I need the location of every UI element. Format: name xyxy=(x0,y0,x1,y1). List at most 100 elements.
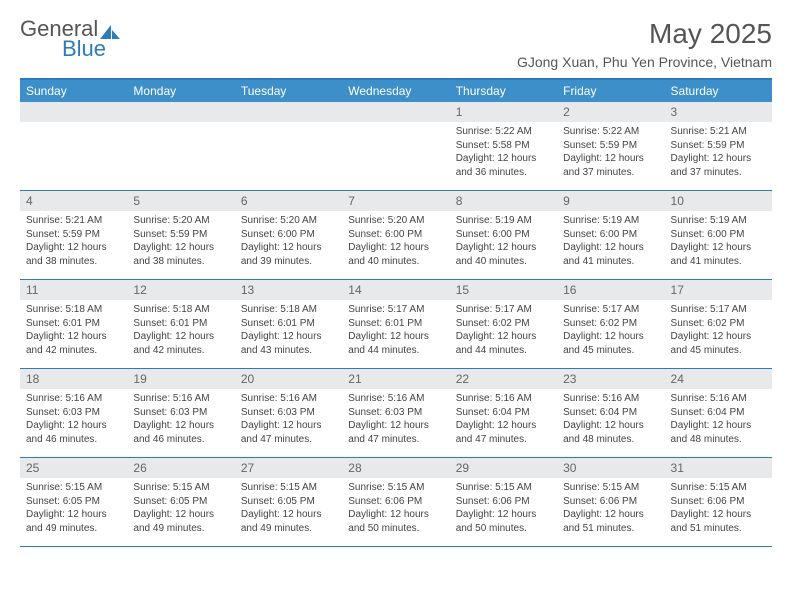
day-details: Sunrise: 5:16 AMSunset: 6:04 PMDaylight:… xyxy=(557,392,664,450)
day-number: 31 xyxy=(665,458,772,478)
day-cell: 4 Sunrise: 5:21 AMSunset: 5:59 PMDaylight… xyxy=(20,191,127,279)
sunset-text: Sunset: 6:02 PM xyxy=(671,317,766,331)
day-details: Sunrise: 5:15 AMSunset: 6:06 PMDaylight:… xyxy=(342,481,449,539)
day-number: 4 xyxy=(20,191,127,211)
day-details: Sunrise: 5:18 AMSunset: 6:01 PMDaylight:… xyxy=(235,303,342,361)
day-number xyxy=(235,102,342,122)
page-header: GeneralBlue May 2025 GJong Xuan, Phu Yen… xyxy=(20,18,772,70)
day-details: Sunrise: 5:19 AMSunset: 6:00 PMDaylight:… xyxy=(450,214,557,272)
week-row: 1Sunrise: 5:22 AMSunset: 5:58 PMDaylight… xyxy=(20,102,772,191)
sunset-text: Sunset: 6:05 PM xyxy=(133,495,228,509)
sunrise-text: Sunrise: 5:16 AM xyxy=(348,392,443,406)
day-number: 18 xyxy=(20,369,127,389)
day-number: 29 xyxy=(450,458,557,478)
day-number: 14 xyxy=(342,280,449,300)
day-cell: 2Sunrise: 5:22 AMSunset: 5:59 PMDaylight… xyxy=(557,102,664,190)
day-details: Sunrise: 5:16 AMSunset: 6:03 PMDaylight:… xyxy=(20,392,127,450)
sunset-text: Sunset: 6:00 PM xyxy=(241,228,336,242)
day-cell: 8 Sunrise: 5:19 AMSunset: 6:00 PMDaylight… xyxy=(450,191,557,279)
day-cell xyxy=(127,102,234,190)
sunset-text: Sunset: 5:59 PM xyxy=(26,228,121,242)
daylight-text: Daylight: 12 hours and 51 minutes. xyxy=(563,508,658,535)
title-block: May 2025 GJong Xuan, Phu Yen Province, V… xyxy=(517,18,772,70)
day-details: Sunrise: 5:18 AMSunset: 6:01 PMDaylight:… xyxy=(20,303,127,361)
daylight-text: Daylight: 12 hours and 42 minutes. xyxy=(133,330,228,357)
sunrise-text: Sunrise: 5:19 AM xyxy=(671,214,766,228)
day-cell: 12 Sunrise: 5:18 AMSunset: 6:01 PMDayligh… xyxy=(127,280,234,368)
day-number: 6 xyxy=(235,191,342,211)
day-cell: 15 Sunrise: 5:17 AMSunset: 6:02 PMDayligh… xyxy=(450,280,557,368)
day-cell: 13 Sunrise: 5:18 AMSunset: 6:01 PMDayligh… xyxy=(235,280,342,368)
daylight-text: Daylight: 12 hours and 41 minutes. xyxy=(671,241,766,268)
sunset-text: Sunset: 6:02 PM xyxy=(456,317,551,331)
daylight-text: Daylight: 12 hours and 36 minutes. xyxy=(456,152,551,179)
day-cell: 20Sunrise: 5:16 AMSunset: 6:03 PMDayligh… xyxy=(235,369,342,457)
day-details: Sunrise: 5:17 AMSunset: 6:02 PMDaylight:… xyxy=(557,303,664,361)
sunrise-text: Sunrise: 5:16 AM xyxy=(671,392,766,406)
day-cell: 11 Sunrise: 5:18 AMSunset: 6:01 PMDayligh… xyxy=(20,280,127,368)
day-number: 27 xyxy=(235,458,342,478)
day-cell: 25Sunrise: 5:15 AMSunset: 6:05 PMDayligh… xyxy=(20,458,127,546)
calendar-grid: Sunday Monday Tuesday Wednesday Thursday… xyxy=(20,78,772,547)
daylight-text: Daylight: 12 hours and 46 minutes. xyxy=(26,419,121,446)
sunrise-text: Sunrise: 5:15 AM xyxy=(563,481,658,495)
sunset-text: Sunset: 6:01 PM xyxy=(348,317,443,331)
sunset-text: Sunset: 6:05 PM xyxy=(241,495,336,509)
weekday-header-row: Sunday Monday Tuesday Wednesday Thursday… xyxy=(20,80,772,102)
day-details: Sunrise: 5:15 AMSunset: 6:05 PMDaylight:… xyxy=(235,481,342,539)
day-details: Sunrise: 5:17 AMSunset: 6:02 PMDaylight:… xyxy=(665,303,772,361)
sunrise-text: Sunrise: 5:18 AM xyxy=(241,303,336,317)
daylight-text: Daylight: 12 hours and 43 minutes. xyxy=(241,330,336,357)
sunrise-text: Sunrise: 5:19 AM xyxy=(456,214,551,228)
day-details: Sunrise: 5:15 AMSunset: 6:06 PMDaylight:… xyxy=(557,481,664,539)
day-number xyxy=(20,102,127,122)
day-details: Sunrise: 5:18 AMSunset: 6:01 PMDaylight:… xyxy=(127,303,234,361)
day-details: Sunrise: 5:17 AMSunset: 6:02 PMDaylight:… xyxy=(450,303,557,361)
daylight-text: Daylight: 12 hours and 50 minutes. xyxy=(456,508,551,535)
sunset-text: Sunset: 5:58 PM xyxy=(456,139,551,153)
daylight-text: Daylight: 12 hours and 41 minutes. xyxy=(563,241,658,268)
daylight-text: Daylight: 12 hours and 49 minutes. xyxy=(26,508,121,535)
sunset-text: Sunset: 6:00 PM xyxy=(456,228,551,242)
sunset-text: Sunset: 6:01 PM xyxy=(133,317,228,331)
day-number: 8 xyxy=(450,191,557,211)
day-number: 17 xyxy=(665,280,772,300)
weeks-container: 1Sunrise: 5:22 AMSunset: 5:58 PMDaylight… xyxy=(20,102,772,547)
day-cell: 3Sunrise: 5:21 AMSunset: 5:59 PMDaylight… xyxy=(665,102,772,190)
day-number: 10 xyxy=(665,191,772,211)
sunrise-text: Sunrise: 5:16 AM xyxy=(456,392,551,406)
day-cell: 26Sunrise: 5:15 AMSunset: 6:05 PMDayligh… xyxy=(127,458,234,546)
day-details: Sunrise: 5:16 AMSunset: 6:03 PMDaylight:… xyxy=(127,392,234,450)
day-details: Sunrise: 5:22 AMSunset: 5:58 PMDaylight:… xyxy=(450,125,557,183)
week-row: 4Sunrise: 5:21 AMSunset: 5:59 PMDaylight… xyxy=(20,191,772,280)
day-number xyxy=(342,102,449,122)
weekday-fri: Friday xyxy=(557,80,664,102)
day-cell: 14Sunrise: 5:17 AMSunset: 6:01 PMDayligh… xyxy=(342,280,449,368)
sunrise-text: Sunrise: 5:16 AM xyxy=(26,392,121,406)
day-details: Sunrise: 5:16 AMSunset: 6:04 PMDaylight:… xyxy=(450,392,557,450)
sunrise-text: Sunrise: 5:22 AM xyxy=(456,125,551,139)
sunset-text: Sunset: 5:59 PM xyxy=(671,139,766,153)
day-number: 15 xyxy=(450,280,557,300)
daylight-text: Daylight: 12 hours and 44 minutes. xyxy=(456,330,551,357)
daylight-text: Daylight: 12 hours and 39 minutes. xyxy=(241,241,336,268)
sunrise-text: Sunrise: 5:20 AM xyxy=(348,214,443,228)
day-number: 12 xyxy=(127,280,234,300)
daylight-text: Daylight: 12 hours and 47 minutes. xyxy=(456,419,551,446)
sunrise-text: Sunrise: 5:17 AM xyxy=(563,303,658,317)
day-number: 30 xyxy=(557,458,664,478)
sunset-text: Sunset: 6:03 PM xyxy=(241,406,336,420)
sunset-text: Sunset: 6:04 PM xyxy=(456,406,551,420)
daylight-text: Daylight: 12 hours and 40 minutes. xyxy=(456,241,551,268)
sunrise-text: Sunrise: 5:17 AM xyxy=(456,303,551,317)
day-cell: 19Sunrise: 5:16 AMSunset: 6:03 PMDayligh… xyxy=(127,369,234,457)
week-row: 18Sunrise: 5:16 AMSunset: 6:03 PMDayligh… xyxy=(20,369,772,458)
sunset-text: Sunset: 6:01 PM xyxy=(241,317,336,331)
day-number: 23 xyxy=(557,369,664,389)
daylight-text: Daylight: 12 hours and 49 minutes. xyxy=(241,508,336,535)
sunset-text: Sunset: 6:00 PM xyxy=(348,228,443,242)
day-number: 11 xyxy=(20,280,127,300)
day-number: 13 xyxy=(235,280,342,300)
day-details: Sunrise: 5:21 AMSunset: 5:59 PMDaylight:… xyxy=(20,214,127,272)
sunrise-text: Sunrise: 5:21 AM xyxy=(26,214,121,228)
